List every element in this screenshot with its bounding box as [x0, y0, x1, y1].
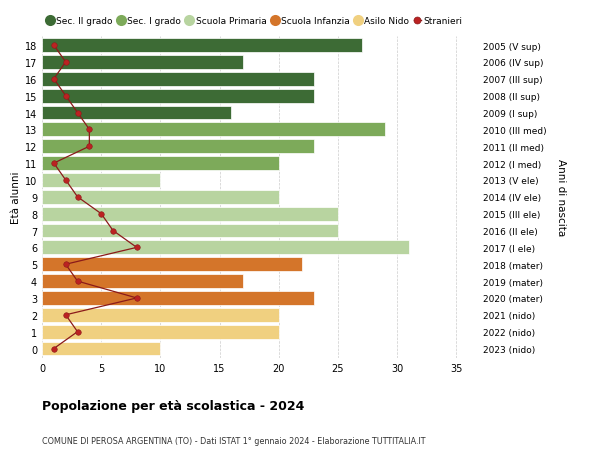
- Bar: [42, 291, 314, 305]
- Bar: [42, 39, 362, 53]
- Bar: [42, 190, 279, 204]
- Bar: [42, 308, 279, 322]
- Bar: [42, 90, 314, 103]
- Bar: [42, 274, 243, 288]
- Y-axis label: Età alunni: Età alunni: [11, 171, 20, 224]
- Bar: [42, 123, 385, 137]
- Text: COMUNE DI PEROSA ARGENTINA (TO) - Dati ISTAT 1° gennaio 2024 - Elaborazione TUTT: COMUNE DI PEROSA ARGENTINA (TO) - Dati I…: [42, 436, 425, 445]
- Bar: [42, 241, 409, 255]
- Bar: [42, 174, 160, 187]
- Bar: [42, 224, 338, 238]
- Bar: [42, 207, 338, 221]
- Legend: Sec. II grado, Sec. I grado, Scuola Primaria, Scuola Infanzia, Asilo Nido, Stran: Sec. II grado, Sec. I grado, Scuola Prim…: [47, 17, 463, 26]
- Bar: [42, 73, 314, 86]
- Bar: [42, 56, 243, 70]
- Bar: [42, 140, 314, 154]
- Bar: [42, 258, 302, 272]
- Bar: [42, 342, 160, 356]
- Y-axis label: Anni di nascita: Anni di nascita: [556, 159, 566, 236]
- Bar: [42, 106, 232, 120]
- Bar: [42, 325, 279, 339]
- Bar: [42, 157, 279, 171]
- Text: Popolazione per età scolastica - 2024: Popolazione per età scolastica - 2024: [42, 399, 304, 412]
